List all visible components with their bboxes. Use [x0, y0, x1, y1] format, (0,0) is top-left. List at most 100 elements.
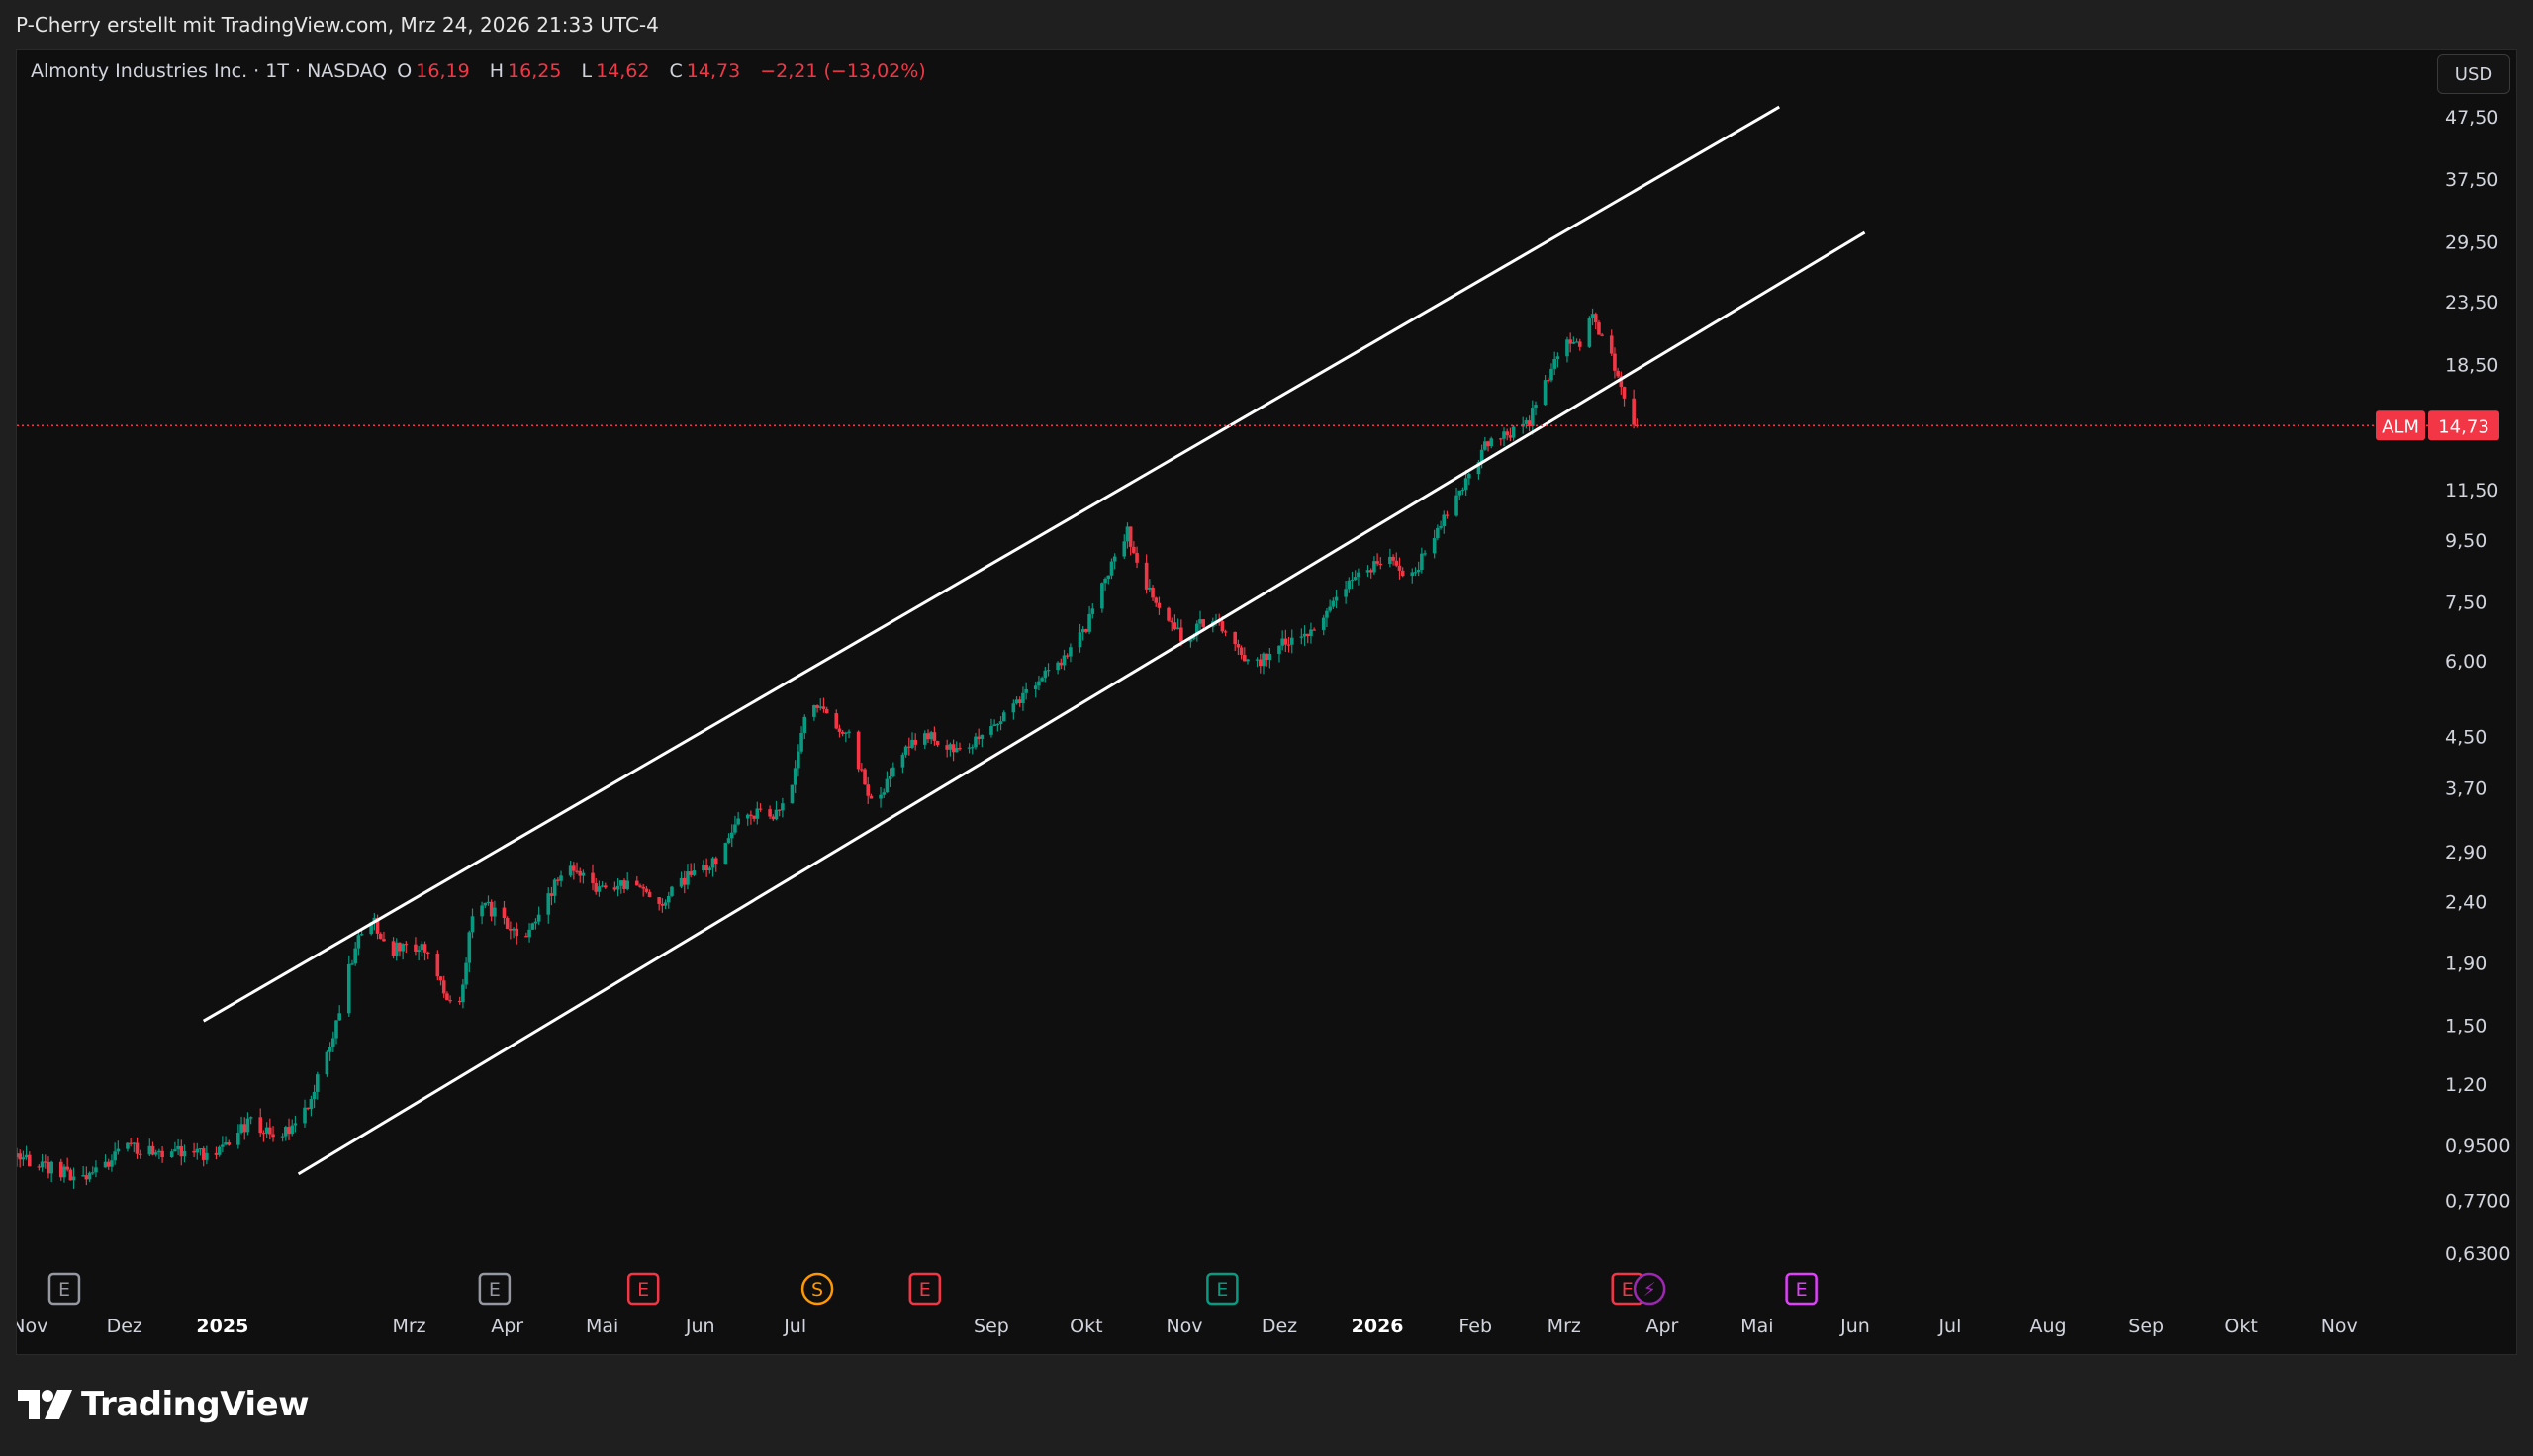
candle-body — [1423, 553, 1427, 555]
event-marker[interactable]: S — [800, 1272, 834, 1306]
candle-body — [1090, 608, 1095, 614]
candle-body — [1568, 339, 1572, 344]
candle-body — [1021, 692, 1025, 703]
candle-body — [382, 939, 386, 942]
candle-body — [312, 1091, 317, 1100]
tradingview-brand[interactable]: TradingView — [18, 1385, 310, 1424]
event-marker-badge — [1633, 1272, 1666, 1306]
candle-body — [221, 1144, 225, 1147]
candle-body — [1622, 387, 1627, 399]
y-tick-label: 1,20 — [2445, 1074, 2486, 1096]
candle-body — [391, 941, 396, 956]
candle-body — [549, 893, 554, 896]
candle-body — [777, 809, 782, 811]
candle-body — [1080, 629, 1085, 633]
event-marker-badge — [47, 1272, 81, 1306]
candle-body — [438, 976, 443, 981]
top-bar: P-Cherry erstellt mit TradingView.com, M… — [0, 0, 2533, 49]
event-marker[interactable]: ⚡ — [1633, 1272, 1666, 1306]
candle-body — [176, 1145, 180, 1150]
currency-button[interactable]: USD — [2437, 54, 2510, 94]
candle-body — [1613, 353, 1617, 371]
candle-body — [1078, 632, 1082, 648]
candle-body — [1590, 314, 1595, 318]
candle-body — [160, 1150, 164, 1157]
candle-body — [821, 706, 826, 709]
candle-body — [926, 733, 930, 740]
candle-body — [615, 885, 620, 890]
y-tick-label: 2,90 — [2445, 842, 2486, 864]
candle-body — [1457, 490, 1462, 496]
event-marker[interactable]: E — [626, 1272, 660, 1306]
candle-body — [153, 1152, 158, 1155]
candle-body — [1059, 662, 1064, 666]
candle-body — [1432, 538, 1437, 554]
candle-body — [745, 814, 750, 819]
price-chart[interactable]: ALM 14,73 E E E S E E E ⚡ E Nov Dez 2025 Mrz Apr Mai Ju… — [17, 50, 2517, 1355]
candle-body — [369, 922, 373, 935]
candle-body — [375, 917, 380, 934]
candle-body — [1397, 565, 1402, 571]
candle-body — [1286, 644, 1291, 646]
candle-body — [591, 872, 595, 884]
candle-body — [1175, 627, 1180, 630]
event-marker[interactable]: E — [1785, 1272, 1818, 1306]
candle-body — [594, 883, 599, 892]
event-marker[interactable]: E — [478, 1272, 512, 1306]
event-marker-badge — [800, 1272, 834, 1306]
footer: TradingView — [0, 1355, 2533, 1456]
candle-body — [679, 877, 684, 887]
candle-body — [417, 950, 421, 952]
low-value: 14,62 — [596, 60, 650, 82]
candle-body — [1521, 423, 1526, 427]
candle-body — [1331, 600, 1336, 607]
candle-body — [660, 903, 665, 906]
candle-body — [512, 928, 516, 931]
candle-body — [372, 917, 377, 923]
candle-body — [1416, 570, 1421, 573]
candle-body — [1442, 514, 1447, 527]
candle-body — [707, 867, 712, 871]
y-tick-label: 9,50 — [2445, 530, 2486, 552]
x-tick-label: Jul — [783, 1316, 806, 1337]
candle-body — [1201, 619, 1206, 627]
event-marker[interactable]: E — [47, 1272, 81, 1306]
x-tick-label: Nov — [2321, 1316, 2358, 1337]
candle-body — [483, 902, 488, 906]
candle-body — [378, 933, 383, 940]
y-tick-label: 4,50 — [2445, 726, 2486, 748]
candle-body — [87, 1172, 92, 1180]
channel-upper-line — [202, 105, 1780, 1023]
candle-body — [1220, 621, 1225, 632]
candle-body — [198, 1148, 203, 1150]
candle-body — [967, 747, 972, 749]
chart-panel[interactable]: ALM 14,73 E E E S E E E ⚡ E Nov Dez 2025 Mrz Apr Mai Ju… — [16, 49, 2517, 1355]
event-marker[interactable]: E — [908, 1272, 942, 1306]
candle-body — [1546, 380, 1550, 382]
candle-body — [891, 767, 895, 777]
event-marker[interactable]: E — [1206, 1272, 1239, 1306]
candle-body — [84, 1175, 89, 1180]
candle-body — [1635, 424, 1640, 426]
candle-body — [1056, 662, 1060, 671]
candle-body — [1305, 633, 1310, 636]
candle-body — [1001, 712, 1006, 722]
candle-body — [1135, 552, 1139, 563]
candle-body — [116, 1148, 121, 1152]
candle-body — [932, 732, 937, 742]
candle-body — [581, 872, 586, 876]
candle-body — [1299, 636, 1304, 638]
ticker-tag-bg — [2376, 410, 2425, 441]
candle-body — [1368, 570, 1373, 573]
candle-body — [480, 905, 484, 917]
candle-body — [1394, 560, 1399, 566]
candle-body — [182, 1150, 187, 1157]
candle-body — [1132, 546, 1136, 553]
candle-body — [974, 736, 978, 748]
candle-body — [856, 731, 861, 770]
candle-body — [903, 746, 908, 755]
candle-body — [68, 1169, 73, 1181]
x-tick-label: Mai — [1740, 1316, 1773, 1337]
candle-body — [290, 1125, 295, 1135]
candle-body — [686, 871, 690, 885]
